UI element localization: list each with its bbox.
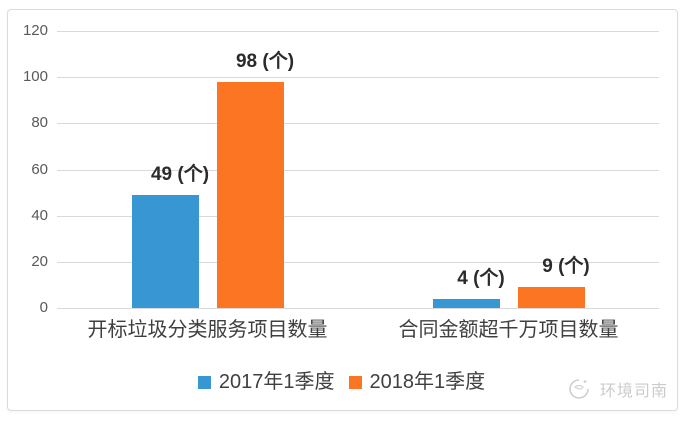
chart-frame	[7, 9, 678, 411]
gridline	[57, 169, 659, 171]
gridline	[57, 215, 659, 217]
legend-item: 2018年1季度	[348, 370, 486, 394]
y-axis-tick-label: 0	[39, 299, 48, 316]
legend-label: 2017年1季度	[218, 371, 335, 393]
legend-label: 2018年1季度	[369, 371, 486, 393]
chart-bar	[432, 298, 500, 308]
bar-value-label: 98 (个)	[235, 50, 295, 72]
gridline	[57, 308, 659, 309]
bar-value-label: 4 (个)	[457, 267, 505, 289]
gridline	[57, 123, 659, 125]
y-axis-tick-label: 100	[22, 68, 48, 86]
gridline	[57, 31, 659, 32]
y-axis-tick-label: 60	[31, 160, 48, 178]
y-axis-tick-label: 40	[31, 206, 48, 224]
chart-bar	[216, 81, 284, 308]
bar-value-label: 9 (个)	[542, 256, 590, 278]
compass-logo-icon	[569, 379, 589, 399]
gridline	[57, 261, 659, 263]
y-axis-tick-label: 20	[31, 252, 48, 270]
brand-watermark: 环境司南	[566, 377, 668, 401]
chart-bar	[131, 194, 199, 308]
chart-legend: 2017年1季度 2018年1季度	[7, 370, 676, 394]
legend-item: 2017年1季度	[197, 370, 335, 394]
bar-value-label: 49 (个)	[150, 163, 210, 185]
y-axis-tick-label: 80	[31, 114, 48, 132]
legend-swatch	[197, 375, 211, 389]
legend-swatch	[348, 375, 362, 389]
y-axis-tick-label: 120	[22, 22, 48, 39]
category-axis-label: 合同金额超千万项目数量	[398, 319, 619, 341]
chart-bar	[517, 287, 585, 308]
gridline	[57, 77, 659, 79]
category-axis-label: 开标垃圾分类服务项目数量	[87, 319, 328, 341]
brand-watermark-text: 环境司南	[600, 383, 669, 400]
